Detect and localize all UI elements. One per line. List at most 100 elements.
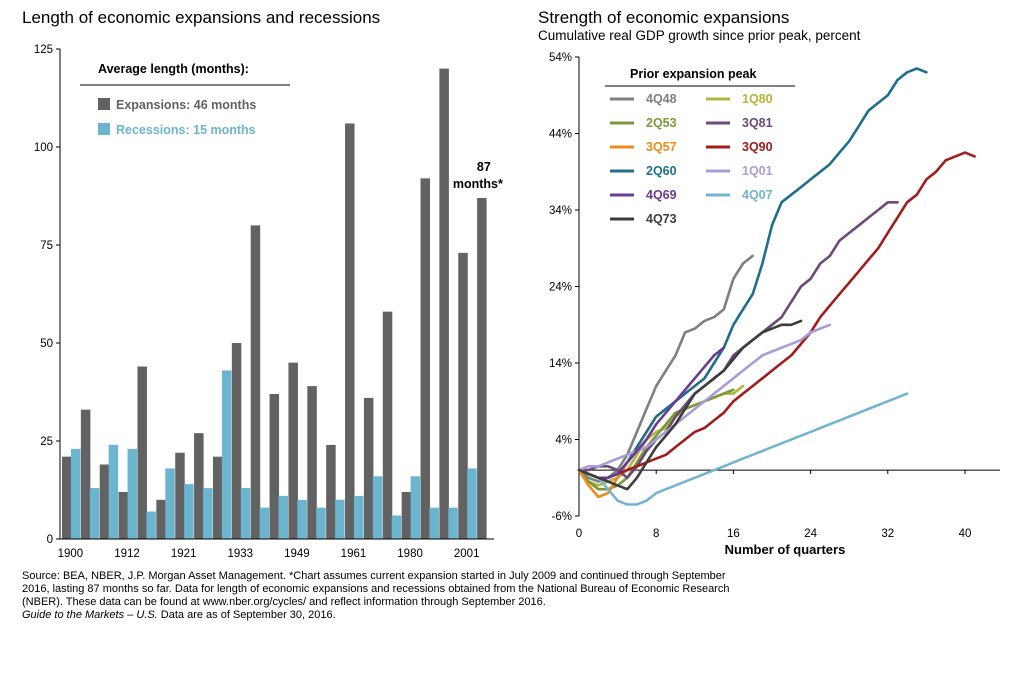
y-tick-label: 24% (549, 282, 572, 294)
recession-legend-label: Recessions: 15 months (116, 123, 256, 137)
recession-bar (353, 495, 364, 539)
x-tick-label: 1980 (397, 548, 423, 560)
series-line-4q73 (577, 319, 803, 491)
recession-bar (316, 507, 326, 539)
x-tick-label: 1933 (227, 548, 253, 560)
recession-bar (108, 444, 119, 539)
expansion-bar (420, 178, 431, 540)
legend-label-4q69: 4Q69 (646, 188, 677, 202)
source-footnote: Source: BEA, NBER, J.P. Morgan Asset Man… (22, 570, 842, 622)
expansion-bar (307, 386, 317, 539)
series-line-1q01 (577, 323, 832, 472)
expansion-bar (288, 362, 298, 539)
recession-bar (70, 448, 81, 539)
y-tick-label: -6% (552, 511, 572, 523)
legend-label-3q90: 3Q90 (742, 140, 773, 154)
expansion-bar (80, 409, 91, 539)
expansion-bar (118, 491, 129, 539)
recession-bar (391, 515, 402, 539)
callout-unit: months* (453, 177, 503, 191)
expansion-legend-label: Expansions: 46 months (116, 98, 256, 112)
expansion-bar (458, 252, 468, 539)
recession-bar (410, 476, 421, 539)
y-tick-label: 4% (555, 435, 572, 447)
expansion-bar (250, 225, 261, 539)
x-axis-title: Number of quarters (725, 542, 846, 557)
series-line-4q07 (577, 392, 909, 506)
recession-bar (448, 507, 458, 539)
y-tick-label: 25 (40, 436, 53, 448)
x-tick-label: 1949 (284, 548, 310, 560)
recession-bar (203, 488, 213, 539)
recession-bar (184, 484, 194, 539)
recession-bar (429, 507, 439, 539)
x-tick-label: 0 (576, 528, 582, 540)
series-line-2q60 (577, 67, 928, 480)
expansion-bar (194, 433, 204, 539)
expansion-bar (477, 197, 487, 539)
expansion-bar (363, 397, 374, 539)
x-tick-label: 2001 (454, 548, 480, 560)
x-tick-label: 32 (881, 528, 894, 540)
y-tick-label: 125 (34, 44, 53, 56)
legend-title: Average length (months): (98, 62, 249, 76)
expansion-bar (156, 499, 166, 539)
expansion-bar (326, 444, 336, 539)
recession-bar (278, 495, 288, 539)
recession-bar (240, 488, 251, 539)
legend-label-3q81: 3Q81 (742, 116, 773, 130)
legend-title: Prior expansion peak (630, 67, 756, 81)
footnote-line: Guide to the Markets – U.S. Data are as … (22, 609, 842, 622)
legend-label-3q57: 3Q57 (646, 140, 677, 154)
recession-bar (146, 511, 156, 539)
y-tick-label: 50 (40, 338, 53, 350)
expansion-bar (401, 491, 412, 539)
expansion-bar (269, 393, 280, 539)
recession-bar (335, 499, 345, 539)
callout-value: 87 (477, 160, 491, 174)
y-tick-label: 14% (549, 358, 572, 370)
legend-label-4q73: 4Q73 (646, 212, 677, 226)
recession-legend-swatch (98, 123, 110, 135)
guide-title: Guide to the Markets – U.S. (22, 609, 158, 621)
x-tick-label: 1912 (114, 548, 140, 560)
recession-bar (297, 499, 307, 539)
expansion-bar (137, 366, 147, 539)
recession-bar (467, 468, 477, 539)
y-tick-label: 75 (40, 240, 53, 252)
expansion-bar (382, 311, 393, 539)
recession-bar (221, 370, 232, 539)
legend-label-1q01: 1Q01 (742, 164, 773, 178)
legend-label-4q07: 4Q07 (742, 188, 773, 202)
expansion-bar (62, 456, 72, 539)
left-chart-title: Length of economic expansions and recess… (22, 8, 381, 27)
as-of-date: Data are as of September 30, 2016. (157, 609, 336, 621)
y-tick-label: 44% (549, 129, 572, 141)
expansion-bar (175, 452, 185, 539)
y-tick-label: 100 (34, 142, 53, 154)
x-tick-label: 16 (727, 528, 740, 540)
expansion-bar (212, 456, 223, 539)
series-line-4q69 (577, 346, 726, 480)
legend-label-2q60: 2Q60 (646, 164, 677, 178)
footnote-line: Source: BEA, NBER, J.P. Morgan Asset Man… (22, 570, 726, 582)
recession-bar (372, 476, 383, 539)
expansion-bar (439, 68, 449, 539)
x-tick-label: 1961 (341, 548, 367, 560)
x-tick-label: 24 (804, 528, 817, 540)
expansion-bar (345, 123, 355, 539)
legend-label-1q80: 1Q80 (742, 92, 773, 106)
recession-bar (127, 448, 138, 539)
legend-label-2q53: 2Q53 (646, 116, 677, 130)
series-line-3q81 (577, 201, 899, 480)
y-tick-label: 54% (549, 52, 572, 64)
footnote-line: 2016, lasting 87 months so far. Data for… (22, 583, 730, 595)
y-tick-label: 0 (47, 534, 53, 546)
legend-label-4q48: 4Q48 (646, 92, 677, 106)
x-tick-label: 1900 (58, 548, 84, 560)
recession-bar (89, 488, 100, 539)
right-chart-title: Strength of economic expansions (538, 8, 790, 27)
x-tick-label: 40 (959, 528, 972, 540)
